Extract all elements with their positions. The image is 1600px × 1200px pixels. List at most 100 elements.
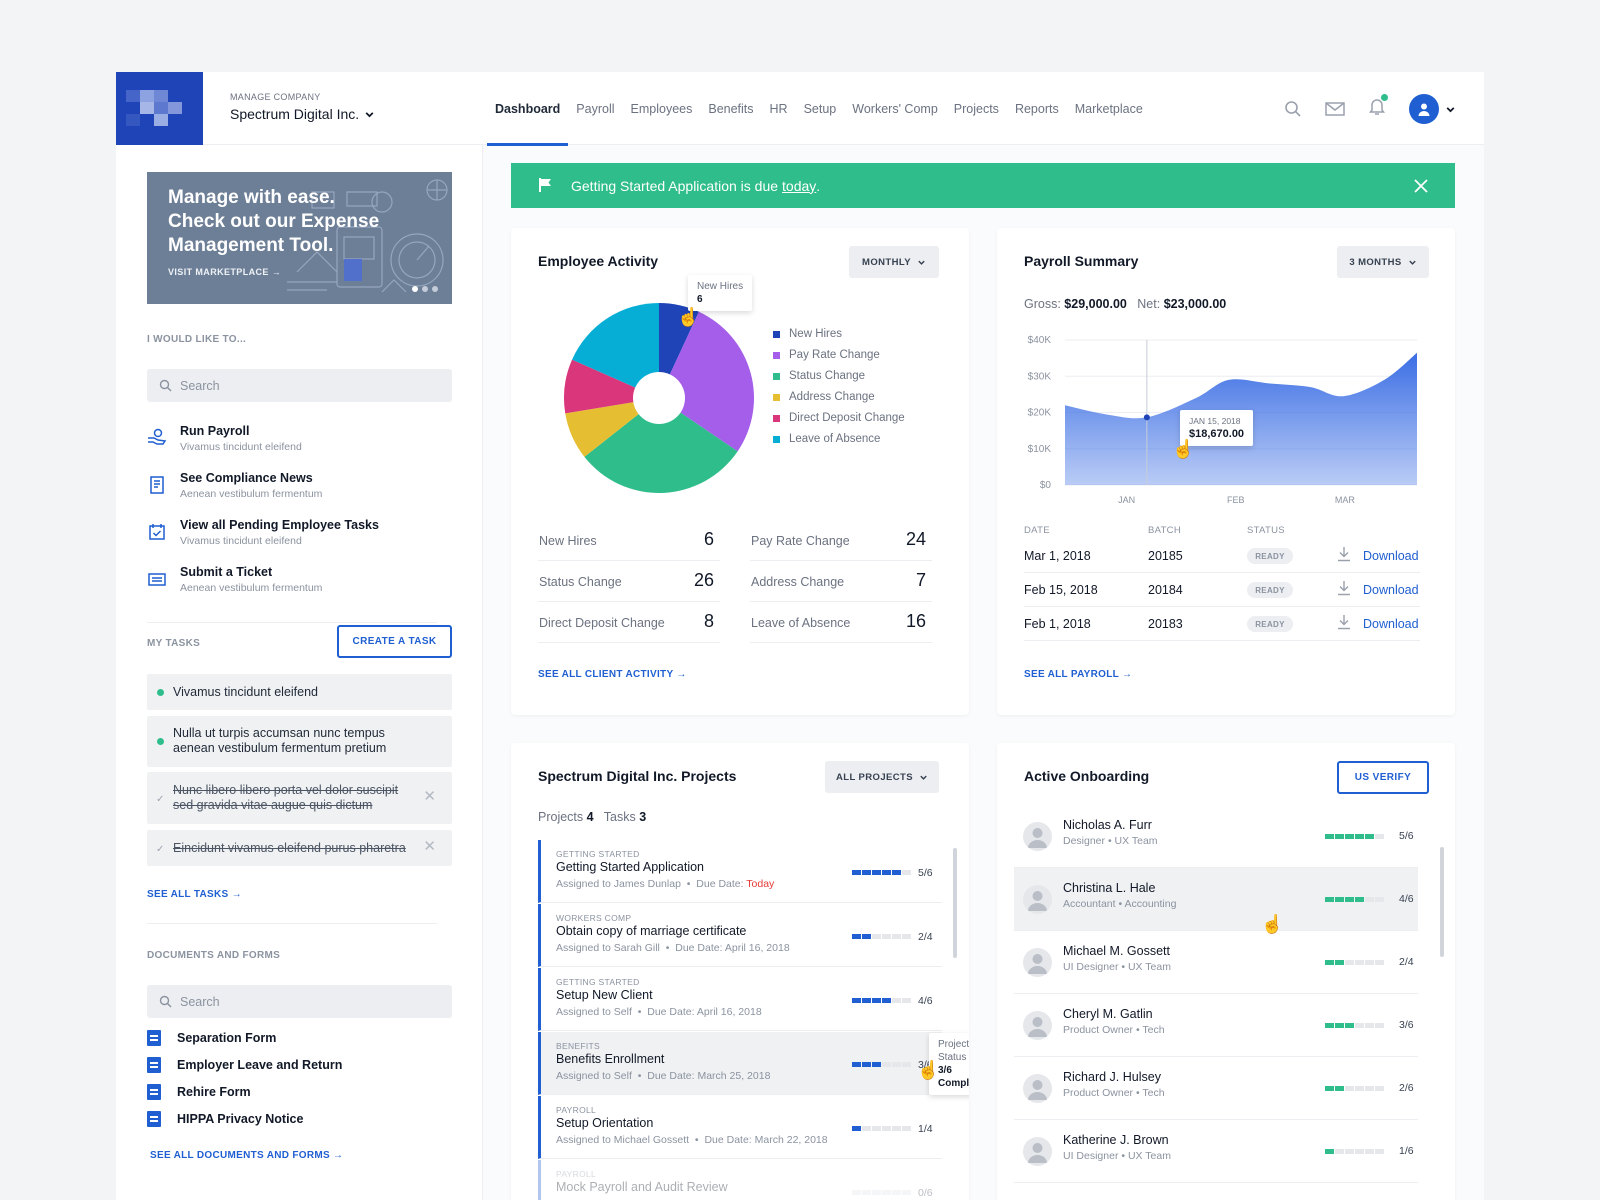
project-fraction: 5/6 [918,867,933,879]
pie-slice[interactable] [584,398,738,493]
progress-segment [1345,1086,1354,1091]
onboarding-progress-bar [1325,1023,1384,1028]
close-icon[interactable] [1414,179,1428,193]
promo-card[interactable]: Manage with ease. Check out our Expense … [147,172,452,304]
carousel-dot-3[interactable] [432,286,438,292]
banner-link[interactable]: today [782,177,817,194]
company-logo[interactable] [116,72,203,145]
action-submit-ticket[interactable]: Submit a Ticket Aenean vestibulum fermen… [147,565,452,607]
period-select[interactable]: MONTHLY [849,246,939,278]
gross-label: Gross: [1024,297,1061,311]
nav-benefits[interactable]: Benefits [708,102,754,116]
search-icon[interactable] [1284,100,1302,118]
action-compliance-news[interactable]: See Compliance News Aenean vestibulum fe… [147,471,452,513]
task-text: Eincidunt vivamus eleifend purus pharetr… [173,841,406,855]
pie-slice[interactable] [565,398,659,457]
payroll-totals: Gross: $29,000.00 Net: $23,000.00 [1024,297,1226,311]
project-row[interactable]: BENEFITS Benefits Enrollment Assigned to S… [538,1032,942,1095]
notifications[interactable] [1368,94,1388,121]
visit-marketplace-link[interactable]: VISIT MARKETPLACE → [168,267,282,277]
progress-segment [872,998,881,1003]
project-meta: Assigned to Sarah Gill • Due Date: April… [556,942,790,954]
onboarding-row[interactable]: Michael M. Gossett UI Designer • UX Team 2… [1014,931,1418,994]
carousel-dot-1[interactable] [412,286,418,292]
nav-payroll[interactable]: Payroll [576,102,615,116]
see-all-client-activity-link[interactable]: SEE ALL CLIENT ACTIVITY → [538,669,687,680]
onboarding-row[interactable]: Katherine J. Brown UI Designer • UX Team 1… [1014,1120,1418,1183]
period-select[interactable]: 3 MONTHS [1337,246,1429,278]
progress-segment [882,1126,891,1131]
doc-item[interactable]: Separation Form [147,1030,276,1046]
nav-reports[interactable]: Reports [1014,102,1059,116]
company-name-row[interactable]: Spectrum Digital Inc. [230,106,375,122]
action-run-payroll[interactable]: Run Payroll Vivamus tincidunt eleifend [147,424,452,466]
nav-dashboard[interactable]: Dashboard [487,72,569,146]
download-link[interactable]: Download [1363,583,1419,597]
task-item[interactable]: ✓ Nunc libero libero porta vel dolor sus… [147,772,452,824]
nav-projects[interactable]: Projects [953,102,999,116]
action-title: Submit a Ticket [180,565,273,579]
task-item[interactable]: ✓ Eincidunt vivamus eleifend purus phare… [147,830,452,866]
doc-title: HIPPA Privacy Notice [177,1112,304,1126]
pie-slice[interactable] [659,311,754,452]
us-verify-button[interactable]: US VERIFY [1337,761,1429,794]
action-subtitle: Vivamus tincidunt eleifend [180,441,302,453]
nav-workers-comp[interactable]: Workers' Comp [852,102,938,116]
projects-count-label[interactable]: Projects [538,810,584,824]
project-row[interactable]: GETTING STARTED Getting Started Applicati… [538,840,942,903]
alert-banner: Getting Started Application is due today… [511,163,1455,208]
tooltip-value: $18,670.00 [1189,428,1245,440]
progress-segment [862,998,871,1003]
nav-marketplace[interactable]: Marketplace [1074,102,1143,116]
download-icon[interactable] [1337,546,1351,562]
user-menu[interactable] [1409,94,1456,124]
remove-task-icon[interactable]: ✕ [423,788,436,805]
company-switcher[interactable]: MANAGE COMPANY Spectrum Digital Inc. [230,92,375,122]
progress-segment [862,870,871,875]
nav-hr[interactable]: HR [769,102,788,116]
col-date: DATE [1024,525,1050,536]
task-item[interactable]: Vivamus tincidunt eleifend [147,674,452,710]
pie-slice[interactable] [572,303,659,398]
project-row[interactable]: GETTING STARTED Setup New Client Assigned … [538,968,942,1031]
download-link[interactable]: Download [1363,549,1419,563]
mail-icon[interactable] [1325,101,1345,117]
download-icon[interactable] [1337,580,1351,596]
project-row[interactable]: PAYROLL Setup Orientation Assigned to Mich… [538,1096,942,1159]
docs-search-input[interactable]: Search [147,985,452,1018]
onboarding-row[interactable]: Christina L. Hale Accountant • Accounting… [1014,868,1418,931]
project-row[interactable]: PAYROLL Mock Payroll and Audit Review 0/6 [538,1160,942,1200]
onboarding-row[interactable]: Richard J. Hulsey Product Owner • Tech 2/6 [1014,1057,1418,1120]
see-all-docs-link[interactable]: SEE ALL DOCUMENTS AND FORMS → [150,1150,344,1161]
progress-segment [1345,1023,1354,1028]
task-open-dot [157,689,164,696]
onboarding-row[interactable]: Nicholas A. Furr Designer • UX Team 5/6 [1014,805,1418,868]
scrollbar[interactable] [1440,847,1444,957]
activity-pie-chart[interactable] [559,298,759,498]
projects-filter-select[interactable]: ALL PROJECTS [825,761,939,793]
see-all-tasks-link[interactable]: SEE ALL TASKS → [147,889,242,900]
create-task-button[interactable]: CREATE A TASK [337,625,452,658]
doc-item[interactable]: HIPPA Privacy Notice [147,1111,303,1127]
nav-setup[interactable]: Setup [803,102,837,116]
tasks-count-label[interactable]: Tasks [603,810,636,824]
doc-item[interactable]: Employer Leave and Return [147,1057,342,1073]
check-icon: ✓ [156,844,165,855]
download-link[interactable]: Download [1363,617,1419,631]
doc-item[interactable]: Rehire Form [147,1084,251,1100]
action-search-input[interactable]: Search [147,369,452,402]
scrollbar[interactable] [953,848,957,958]
action-pending-tasks[interactable]: View all Pending Employee Tasks Vivamus … [147,518,452,560]
onboarding-fraction: 3/6 [1399,1019,1414,1031]
legend-label: Status Change [789,370,866,382]
carousel-dot-2[interactable] [422,286,428,292]
download-icon[interactable] [1337,614,1351,630]
see-all-payroll-link[interactable]: SEE ALL PAYROLL → [1024,669,1133,680]
onboarding-row[interactable]: Cheryl M. Gatlin Product Owner • Tech 3/6 [1014,994,1418,1057]
project-row[interactable]: WORKERS COMP Obtain copy of marriage cert… [538,904,942,967]
nav-employees[interactable]: Employees [630,102,693,116]
hover-point[interactable] [1143,414,1150,421]
task-item[interactable]: Nulla ut turpis accumsan nunc tempus aen… [147,716,452,767]
payroll-batch: 20184 [1148,583,1183,597]
remove-task-icon[interactable]: ✕ [423,838,436,855]
